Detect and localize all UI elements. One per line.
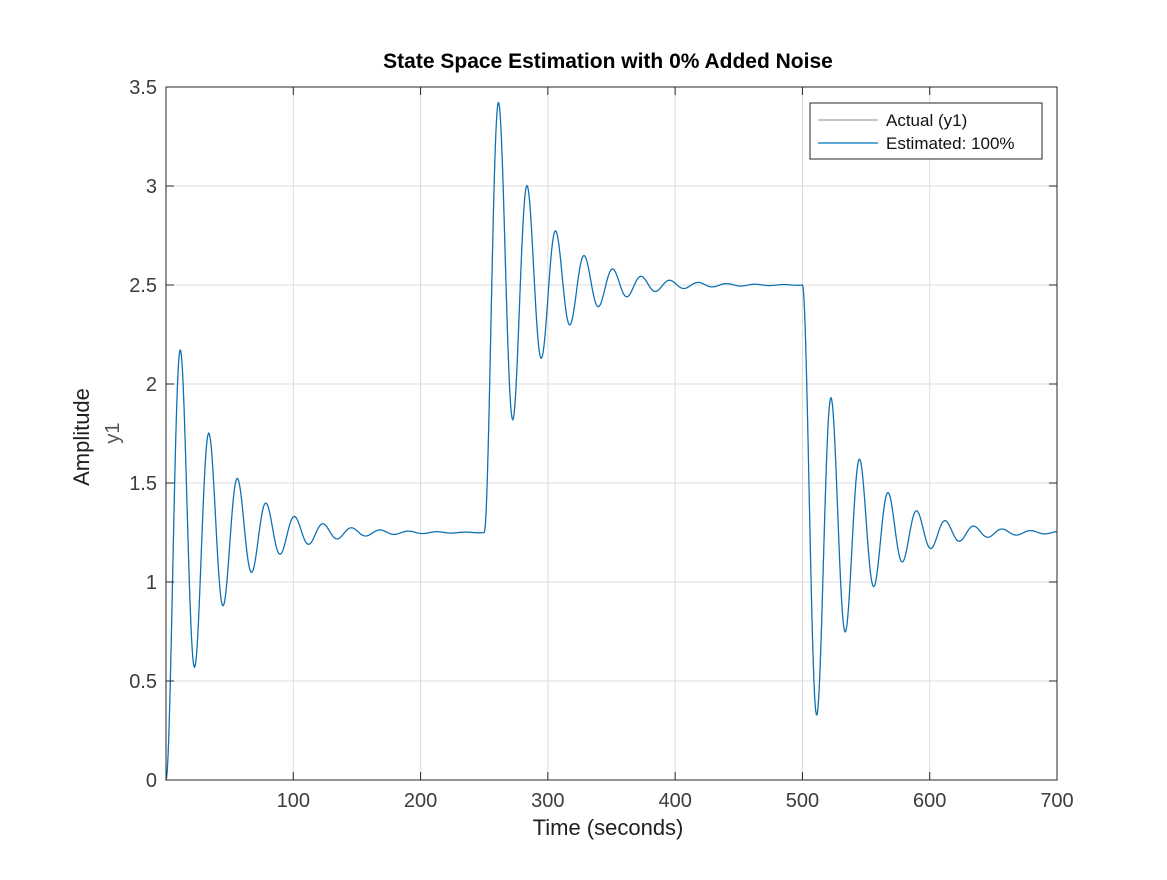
y-tick-label: 0.5 [129, 671, 157, 693]
x-tick-label: 500 [786, 790, 819, 812]
x-tick-label: 700 [1040, 790, 1073, 812]
y-tick-label: 0 [146, 770, 157, 792]
grid [166, 87, 1057, 780]
axes-box [165, 86, 1058, 781]
y-axis-label: Amplitude [69, 388, 94, 486]
x-tick-label: 600 [913, 790, 946, 812]
y-tick-label: 2.5 [129, 275, 157, 297]
y-tick-label: 3.5 [129, 77, 157, 99]
x-tick-label: 100 [277, 790, 310, 812]
y-tick-label: 1 [146, 572, 157, 594]
plot-lines [165, 101, 1058, 781]
tick-labels: 100 200 300 400 500 600 700 0 0.5 1 1.5 2 2.5 3 3.5 [129, 77, 1074, 812]
x-tick-label: 300 [531, 790, 564, 812]
chart-title: State Space Estimation with 0% Added Noi… [383, 50, 833, 73]
series-line-estimated [165, 101, 1058, 781]
y-axis-channel-label: y1 [102, 422, 124, 443]
legend-box [809, 102, 1043, 160]
legend-label-estimated: Estimated: 100% [886, 134, 1015, 153]
x-tick-label: 400 [658, 790, 691, 812]
y-tick-label: 2 [146, 374, 157, 396]
y-tick-label: 3 [146, 176, 157, 198]
y-tick-label: 1.5 [129, 473, 157, 495]
legend-label-actual: Actual (y1) [886, 111, 967, 130]
x-tick-label: 200 [404, 790, 437, 812]
x-axis-label: Time (seconds) [533, 815, 684, 840]
ticks [166, 86, 1058, 781]
legend[interactable]: Actual (y1) Estimated: 100% [809, 102, 1043, 160]
plot-area [166, 87, 1057, 780]
